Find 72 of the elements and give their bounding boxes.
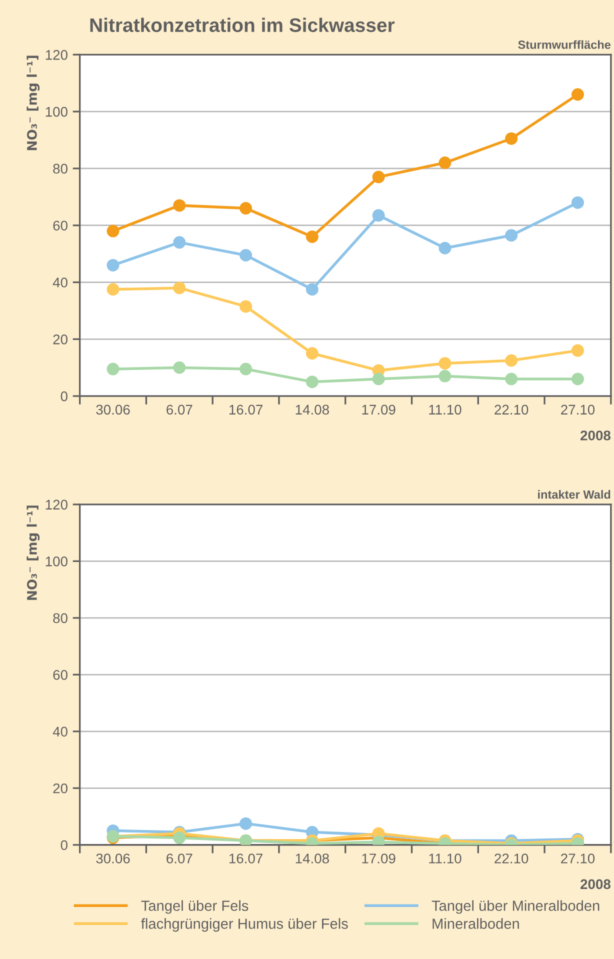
point [173,236,186,249]
y-tick-label: 40 [52,278,68,288]
y-axis-title: NO₃⁻ [mg l⁻¹] [26,56,40,150]
y-tick-label: 80 [53,164,68,174]
chart-title: Nitratkonzetration im Sickwasser [90,18,395,32]
y-tick-label: 40 [52,726,68,737]
point [505,229,518,242]
point [438,357,452,370]
point [372,372,385,386]
point [240,362,252,376]
point [505,354,518,367]
x-tick-label: 30.06 [96,854,130,864]
point [505,132,518,145]
point [240,202,252,215]
legend-label: Mineralboden [432,918,519,929]
y-tick-label: 20 [53,783,68,794]
x-tick-label: 16.07 [229,854,262,864]
point [106,258,120,272]
point [173,361,186,374]
chart-subtitle: intakter Wald [538,490,610,499]
y-tick-label: 0 [60,840,68,850]
x-tick-label: 11.10 [429,404,462,415]
point [240,300,252,313]
legend-label: Tangel über Mineralboden [432,900,600,914]
point [372,209,385,222]
point [173,282,186,294]
point [306,230,318,243]
y-tick-label: 80 [53,613,68,624]
y-tick-label: 100 [46,106,68,117]
x-tick-label: 17.09 [362,854,396,864]
x-tick-label: 27.10 [561,404,595,415]
y-tick-label: 60 [53,220,68,231]
x-tick-label: 27.10 [561,854,595,864]
y-tick-label: 100 [46,556,68,566]
x-tick-label: 22.10 [494,854,528,864]
y-tick-label: 20 [53,334,68,344]
point [106,224,120,238]
point [438,370,452,382]
y-tick-label: 60 [53,670,68,680]
point [106,362,120,376]
point [240,248,252,262]
point [438,242,452,254]
y-tick-label: 0 [60,391,68,402]
x-tick-label: 14.08 [296,404,329,415]
point [571,88,584,101]
x-axis-title: 2008 [580,879,611,890]
chart-subtitle: Sturmwurffläche [518,40,611,49]
legend-label: flachgrüngiger Humus über Fels [141,918,348,932]
x-axis-title: 2008 [580,430,611,440]
x-tick-label: 6.07 [166,854,192,864]
x-tick-label: 14.08 [296,854,329,864]
x-tick-label: 30.06 [96,404,130,415]
point [505,372,518,386]
point [306,347,318,360]
y-tick-label: 120 [46,500,68,510]
point [438,156,452,170]
point [306,283,318,296]
point [173,199,186,212]
legend-label: Tangel über Fels [141,900,248,914]
y-tick-label: 120 [46,50,68,60]
y-axis-title: NO₃⁻ [mg l⁻¹] [26,506,40,600]
point [571,196,584,209]
point [306,376,318,388]
x-tick-label: 11.10 [429,854,462,864]
x-tick-label: 6.07 [166,404,192,415]
x-tick-label: 16.07 [229,404,262,415]
point [571,372,584,386]
x-tick-label: 22.10 [494,404,528,415]
point [571,344,584,357]
x-tick-label: 17.09 [362,404,396,415]
point [372,170,385,184]
point [106,283,120,296]
